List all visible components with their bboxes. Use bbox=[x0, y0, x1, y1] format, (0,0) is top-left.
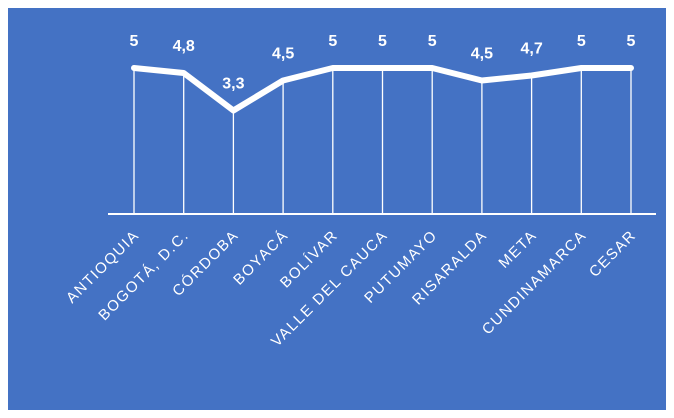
data-label: 5 bbox=[428, 33, 437, 50]
data-label: 4,5 bbox=[471, 46, 493, 63]
data-label: 5 bbox=[627, 33, 636, 50]
data-label: 5 bbox=[130, 33, 139, 50]
data-label: 4,8 bbox=[173, 38, 195, 55]
x-tick-label: BOGOTÁ, D.C. bbox=[95, 227, 192, 324]
data-label: 5 bbox=[378, 33, 387, 50]
data-label: 5 bbox=[577, 33, 586, 50]
x-tick-label: CESAR bbox=[586, 227, 640, 281]
series-line bbox=[131, 65, 634, 114]
data-label: 5 bbox=[328, 33, 337, 50]
data-label: 3,3 bbox=[222, 76, 244, 93]
data-label: 4,5 bbox=[272, 46, 294, 63]
x-tick-label: META bbox=[495, 227, 540, 272]
chart-area: 5 4,8 3,3 4,5 5 5 5 4,5 4,7 5 5 ANTIOQUIA BOGOTÁ, D… bbox=[8, 8, 666, 410]
data-label: 4,7 bbox=[520, 41, 542, 58]
